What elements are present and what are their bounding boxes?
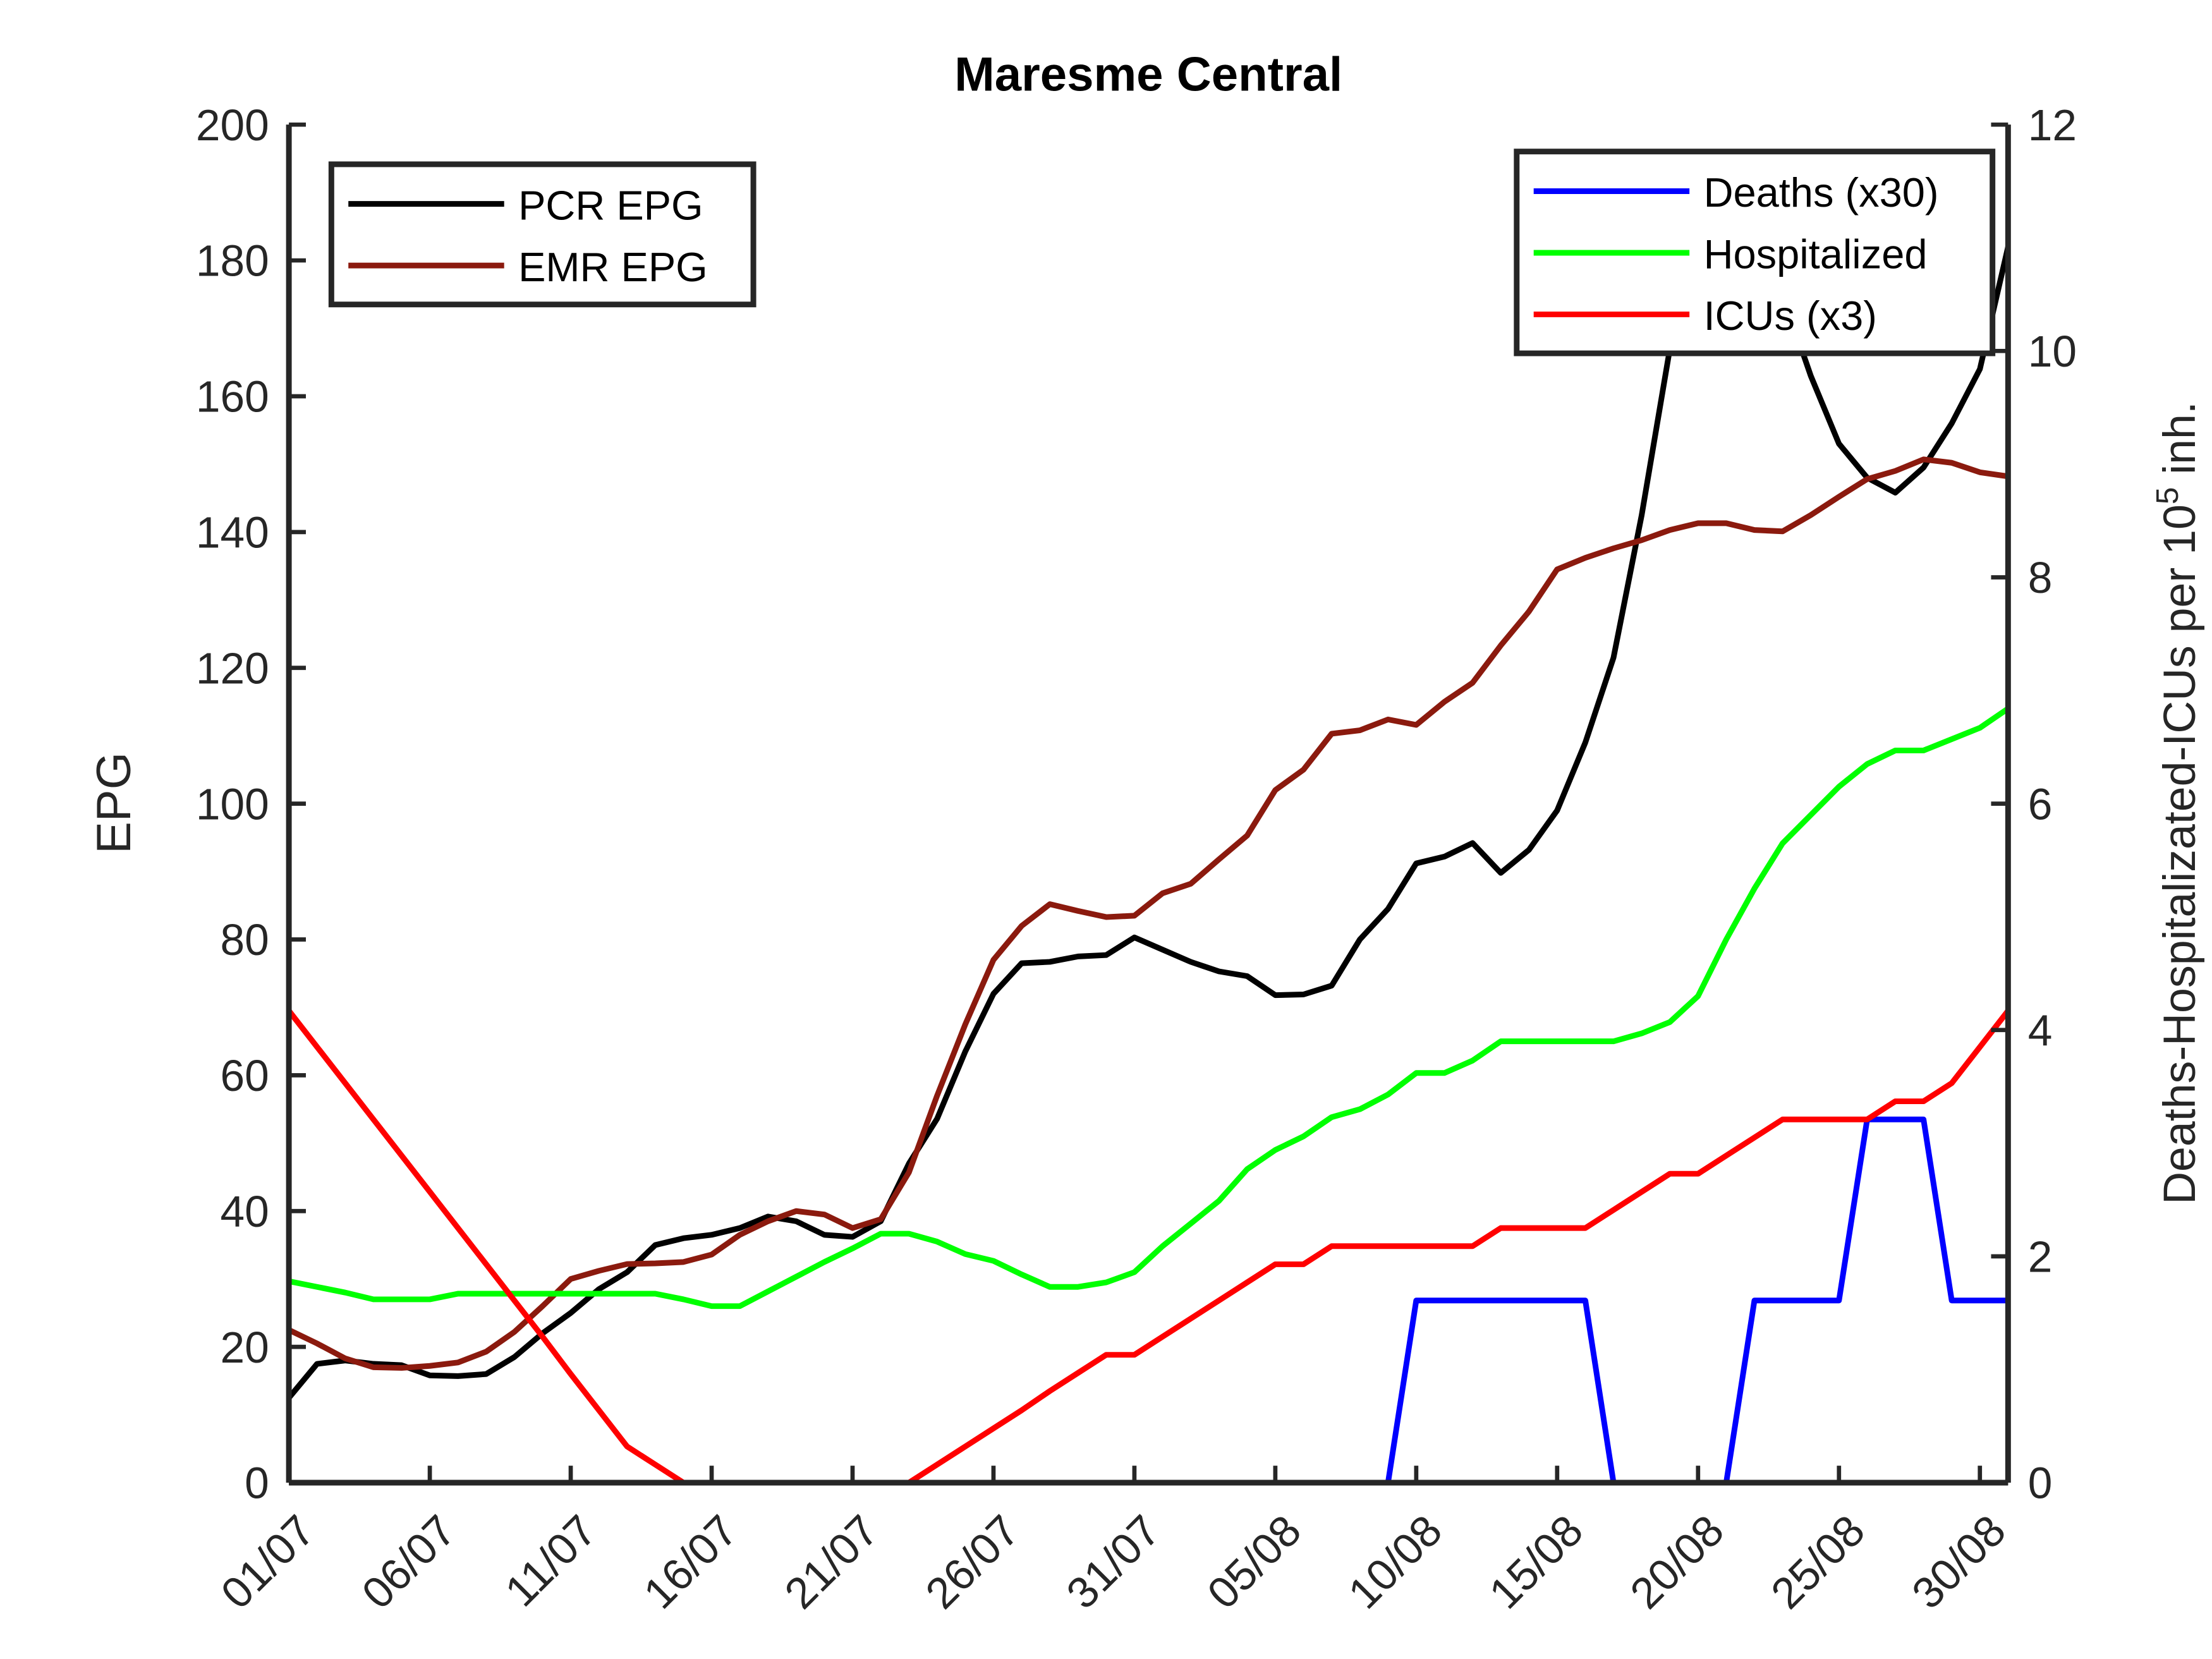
y-tick-label: 180	[196, 236, 269, 286]
x-tick-label: 01/07	[211, 1505, 324, 1618]
y2-tick-label: 10	[2028, 327, 2077, 376]
y-tick-label: 20	[220, 1323, 269, 1372]
series-line	[289, 706, 2008, 1310]
y2-tick-label: 8	[2028, 553, 2053, 602]
x-tick-label: 30/08	[1902, 1505, 2015, 1618]
y2-label-sup: 5	[2150, 487, 2185, 504]
x-tick-label: 16/07	[634, 1505, 746, 1618]
y-axis-label: EPG	[87, 752, 141, 854]
y-tick-label: 40	[220, 1187, 269, 1236]
y2-label-tail: inh.	[2154, 401, 2205, 487]
y2-tick-label: 12	[2028, 100, 2077, 150]
x-tick-label: 10/08	[1339, 1505, 1451, 1618]
y-tick-label: 100	[196, 779, 269, 829]
legend-label: Deaths (x30)	[1704, 169, 1939, 216]
y2-label-text: Deaths-Hospitalizated-ICUs per 10	[2154, 504, 2205, 1205]
series-line	[289, 1009, 2008, 1483]
x-tick-label: 15/08	[1480, 1505, 1592, 1618]
y-tick-label: 200	[196, 100, 269, 150]
series-line	[289, 190, 2008, 1400]
series-line	[289, 456, 2008, 1371]
y2-tick-label: 0	[2028, 1459, 2053, 1508]
chart-title: Maresme Central	[954, 47, 1342, 101]
x-tick-label: 26/07	[916, 1505, 1028, 1618]
y-tick-label: 60	[220, 1051, 269, 1100]
x-tick-label: 21/07	[775, 1505, 887, 1618]
plot-area	[289, 190, 2008, 1483]
y2-tick-label: 4	[2028, 1006, 2053, 1055]
x-tick-label: 25/08	[1761, 1505, 1874, 1618]
y2-axis-label: Deaths-Hospitalizated-ICUs per 105 inh.	[2150, 401, 2205, 1205]
legend-label: PCR EPG	[518, 182, 703, 228]
y-tick-label: 160	[196, 372, 269, 422]
legend-label: ICUs (x3)	[1704, 293, 1877, 339]
x-tick-label: 05/08	[1198, 1505, 1310, 1618]
y-tick-label: 120	[196, 643, 269, 693]
x-tick-label: 31/07	[1057, 1505, 1169, 1618]
x-tick-label: 20/08	[1620, 1505, 1733, 1618]
y-tick-label: 80	[220, 915, 269, 964]
y-tick-label: 140	[196, 507, 269, 557]
x-tick-label: 11/07	[495, 1505, 605, 1615]
y2-tick-label: 6	[2028, 779, 2053, 829]
legend-label: EMR EPG	[518, 244, 708, 290]
legend-label: Hospitalized	[1704, 231, 1928, 277]
y-tick-label: 0	[245, 1459, 269, 1508]
legend-box	[328, 161, 757, 308]
y2-tick-label: 2	[2028, 1232, 2053, 1282]
x-tick-label: 06/07	[352, 1505, 465, 1618]
